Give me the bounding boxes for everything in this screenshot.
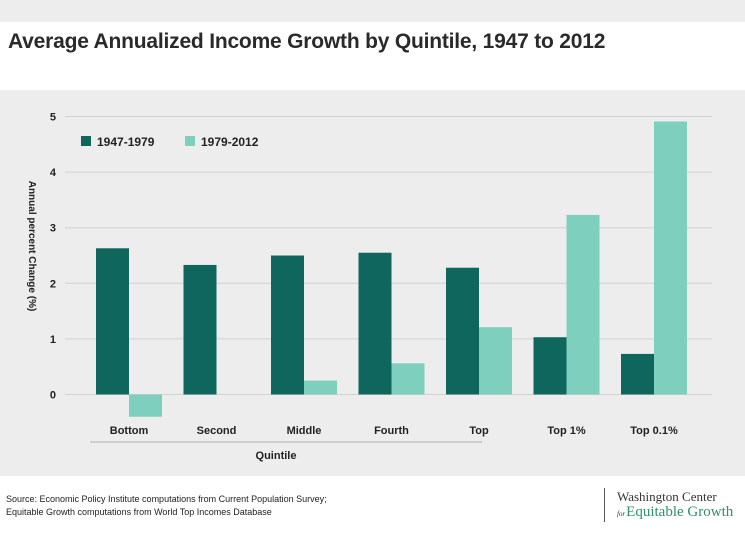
source-line-1: Source: Economic Policy Institute comput… xyxy=(6,494,327,504)
x-tick-middle: Middle xyxy=(287,425,322,437)
top-band xyxy=(0,0,745,22)
bar-fourth-1947-1979 xyxy=(358,252,392,395)
x-tick-top-1-: Top 1% xyxy=(547,425,586,437)
y-tick-labels: 0 1 2 3 4 5 xyxy=(50,112,57,402)
y-axis-label: Annual percent Change (%) xyxy=(26,181,37,312)
logo-washington-center: Washington Center xyxy=(617,489,717,504)
legend-swatch-1979-2012 xyxy=(185,136,195,146)
bar-bottom-1979-2012 xyxy=(129,394,162,417)
y-tick-2: 2 xyxy=(50,278,56,290)
bar-bottom-1947-1979 xyxy=(96,248,129,395)
logo-for: for xyxy=(617,510,626,518)
bar-top-1--1979-2012 xyxy=(566,214,600,395)
x-tick-fourth: Fourth xyxy=(374,425,409,437)
y-tick-1: 1 xyxy=(50,334,56,346)
legend: 1947-1979 1979-2012 xyxy=(81,135,259,149)
source-line-2: Equitable Growth computations from World… xyxy=(6,507,272,517)
y-tick-3: 3 xyxy=(50,223,56,235)
legend-label-1979-2012: 1979-2012 xyxy=(201,135,259,149)
x-tick-labels: Bottom Second Middle Fourth Top Top 1% Top 0.1… xyxy=(110,425,678,437)
bar-top-1--1947-1979 xyxy=(533,337,567,395)
bars xyxy=(96,121,687,417)
y-tick-4: 4 xyxy=(50,167,57,179)
y-tick-0: 0 xyxy=(50,390,56,402)
logo-equitable-growth-text: Equitable Growth xyxy=(626,504,734,520)
logo-equitable-growth: forEquitable Growth xyxy=(617,504,733,521)
legend-swatch-1947-1979 xyxy=(81,136,91,146)
source-note: Source: Economic Policy Institute comput… xyxy=(6,493,327,519)
y-tick-5: 5 xyxy=(50,112,56,124)
bar-top-0-1--1947-1979 xyxy=(621,353,654,395)
bar-top-1947-1979 xyxy=(446,267,479,395)
chart-title: Average Annualized Income Growth by Quin… xyxy=(8,30,606,53)
bar-fourth-1979-2012 xyxy=(391,363,425,395)
bar-top-1979-2012 xyxy=(479,327,512,395)
bar-second-1947-1979 xyxy=(183,264,217,395)
x-tick-top-0-1-: Top 0.1% xyxy=(630,425,678,437)
legend-label-1947-1979: 1947-1979 xyxy=(97,135,155,149)
bar-middle-1979-2012 xyxy=(304,380,337,395)
logo-divider xyxy=(604,488,605,522)
bar-middle-1947-1979 xyxy=(271,255,304,395)
bar-top-0-1--1979-2012 xyxy=(654,121,687,395)
x-tick-second: Second xyxy=(197,425,237,437)
x-tick-top: Top xyxy=(469,425,489,437)
x-axis-label: Quintile xyxy=(256,450,297,462)
x-tick-bottom: Bottom xyxy=(110,425,149,437)
